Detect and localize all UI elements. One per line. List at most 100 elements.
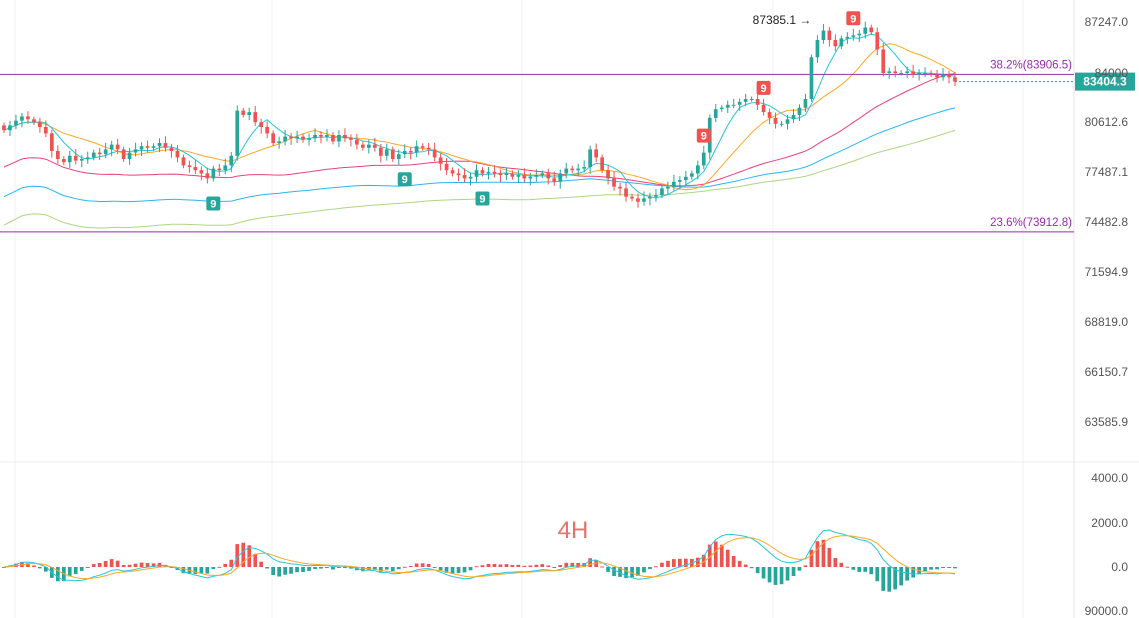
td-marker-badge (756, 80, 771, 95)
td-marker-badge (206, 196, 221, 211)
macd-histogram-bar (325, 567, 329, 568)
macd-histogram-bar (337, 567, 341, 568)
candle-body (337, 135, 341, 142)
candle-body (737, 101, 742, 105)
macd-histogram-bar (56, 567, 60, 582)
macd-histogram-bar (672, 559, 676, 567)
candle-body (109, 144, 114, 150)
macd-histogram-bar (785, 567, 790, 581)
macd-histogram-bar (899, 567, 903, 586)
candle-body (743, 99, 748, 102)
candle-body (827, 30, 832, 40)
candle-body (361, 144, 365, 148)
macd-histogram-bar (432, 567, 437, 568)
macd-histogram-bar (91, 564, 96, 567)
macd-histogram-bar (564, 562, 569, 567)
macd-histogram-bar (235, 544, 240, 567)
candle-body (32, 119, 36, 123)
candle-body (349, 138, 353, 140)
macd-histogram-bar (923, 567, 927, 572)
candle-body (594, 149, 598, 158)
price-tick-label: 74482.8 (1085, 215, 1129, 229)
macd-histogram-bar (241, 542, 246, 567)
macd-histogram-bar (600, 566, 604, 568)
candle-body (169, 147, 174, 151)
td-sequential-markers: 9 9 9 9 9 9 87385.1 → 83404.3 (206, 11, 1135, 211)
macd-histogram-bar (79, 567, 84, 571)
candles (2, 21, 957, 208)
fib-level-label: 23.6%(73912.8) (990, 217, 1072, 229)
price-tick-label: 77487.1 (1085, 165, 1129, 179)
lower-axis-label: 90000.0 (1085, 604, 1129, 618)
candle-body (791, 114, 796, 120)
macd-histogram-bar (115, 560, 120, 567)
candle-body (701, 152, 706, 166)
macd-histogram-bar (642, 567, 646, 573)
candle-body (749, 99, 754, 100)
candle-body (456, 173, 461, 176)
candle-body (56, 151, 60, 159)
candle-body (719, 107, 724, 110)
macd-histogram-bar (384, 567, 389, 570)
macd-histogram-bar (169, 567, 174, 568)
candle-body (229, 155, 234, 166)
macd-histogram-bar (492, 563, 497, 567)
macd-histogram-bar (570, 562, 575, 567)
macd-histogram-bar (343, 567, 347, 569)
candle-body (690, 173, 694, 177)
candle-body (367, 144, 371, 148)
candle-body (115, 144, 120, 150)
candle-body (797, 107, 802, 115)
candle-body (44, 127, 48, 134)
candle-body (857, 33, 862, 36)
candle-body (450, 170, 455, 174)
macd-histogram-bar (14, 563, 18, 567)
macd-histogram-bar (606, 567, 610, 572)
candle-body (163, 143, 168, 148)
macd-histogram-bar (534, 564, 539, 567)
candle-body (2, 125, 6, 131)
macd-histogram-bar (373, 567, 377, 570)
macd-histogram-bar (803, 565, 808, 567)
macd-histogram-bar (713, 541, 718, 567)
candle-body (67, 155, 72, 163)
macd-histogram-bar (265, 567, 269, 569)
candle-body (73, 155, 78, 161)
td-marker-label: 9 (701, 131, 707, 143)
candle-body (187, 165, 192, 167)
macd-histogram-bar (205, 567, 210, 574)
macd-histogram-bar (528, 565, 533, 567)
candle-body (929, 73, 933, 75)
macd-histogram-bar (217, 566, 222, 568)
macd-histogram-bar (576, 563, 580, 567)
macd-histogram-bar (540, 564, 545, 567)
candle-body (121, 149, 126, 159)
candle-body (773, 117, 778, 124)
candle-body (462, 175, 467, 179)
macd-histogram-bar (588, 558, 592, 567)
candle-body (283, 136, 287, 142)
candle-body (384, 149, 389, 156)
macd-histogram-bar (648, 567, 652, 570)
candle-body (14, 120, 18, 126)
candle-body (355, 139, 359, 145)
candle-body (863, 27, 868, 34)
macd-histogram-bar (755, 567, 760, 574)
candle-body (875, 32, 880, 50)
macd-histogram-bar (199, 567, 204, 574)
candle-body (432, 149, 437, 158)
candle-body (139, 146, 144, 150)
current-price-value: 83404.3 (1083, 75, 1127, 89)
candle-body (522, 175, 527, 179)
td-marker-label: 9 (402, 174, 408, 186)
macd-histogram-bar (390, 567, 395, 572)
macd-histogram-bar (749, 567, 754, 569)
candle-body (851, 35, 856, 37)
td-marker-badge (696, 128, 711, 143)
candle-body (343, 135, 347, 139)
candle-body (528, 176, 533, 179)
candle-body (103, 149, 108, 155)
candle-body (666, 186, 670, 189)
candle-body (301, 136, 305, 140)
candle-body (552, 178, 557, 182)
